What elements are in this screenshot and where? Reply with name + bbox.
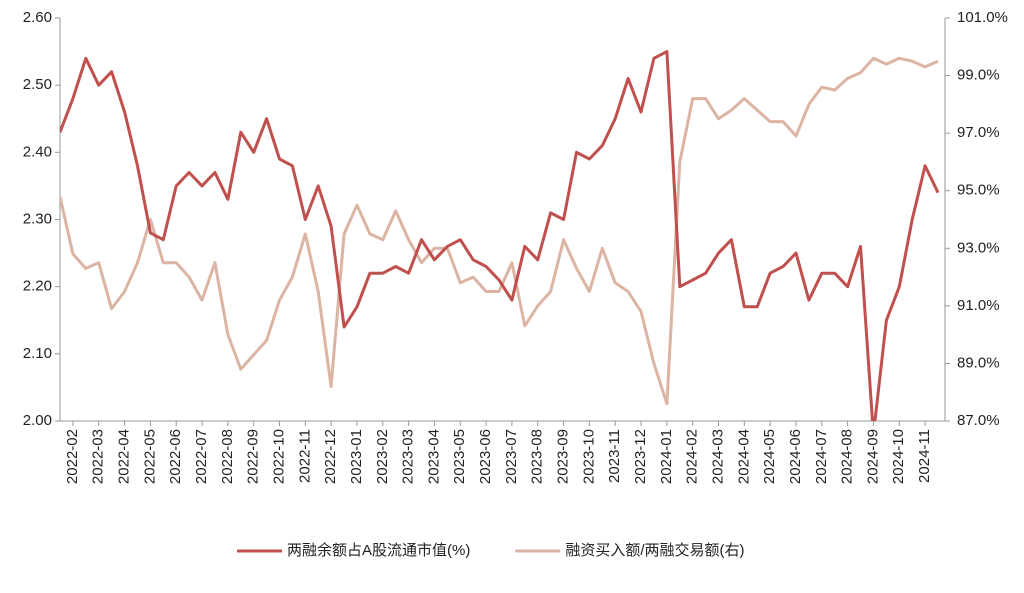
x-tick-label: 2022-04 — [116, 429, 133, 484]
x-tick-label: 2023-05 — [451, 429, 468, 484]
y2-tick-label: 93.0% — [957, 239, 1000, 256]
series-line — [60, 56, 939, 406]
legend-label: 融资买入额/两融交易额(右) — [565, 541, 744, 559]
y-tick-label: 2.10 — [23, 345, 52, 362]
x-tick-label: 2024-06 — [787, 429, 804, 484]
x-tick-label: 2022-08 — [219, 429, 236, 484]
x-tick-label: 2023-01 — [348, 429, 365, 484]
x-tick-label: 2022-05 — [141, 429, 158, 484]
y2-tick-label: 91.0% — [957, 297, 1000, 314]
x-tick-label: 2023-09 — [555, 429, 572, 484]
x-tick-label: 2022-11 — [296, 429, 313, 483]
x-tick-label: 2023-03 — [400, 429, 417, 484]
x-tick-label: 2022-07 — [193, 429, 210, 484]
x-tick-label: 2024-08 — [839, 429, 856, 484]
y-tick-label: 2.40 — [23, 143, 52, 160]
x-tick-label: 2023-10 — [580, 429, 597, 484]
x-tick-label: 2022-02 — [64, 429, 81, 484]
y-tick-label: 2.60 — [23, 9, 52, 26]
y-tick-label: 2.50 — [23, 76, 52, 93]
x-tick-label: 2022-10 — [270, 429, 287, 484]
x-tick-label: 2023-02 — [374, 429, 391, 484]
y2-tick-label: 87.0% — [957, 412, 1000, 429]
y2-tick-label: 95.0% — [957, 182, 1000, 199]
x-tick-label: 2022-06 — [167, 429, 184, 484]
x-tick-label: 2024-10 — [890, 429, 907, 484]
y2-tick-label: 101.0% — [957, 9, 1008, 26]
x-tick-label: 2023-06 — [477, 429, 494, 484]
y2-tick-label: 97.0% — [957, 124, 1000, 141]
x-tick-label: 2023-11 — [606, 429, 623, 483]
y-tick-label: 2.30 — [23, 210, 52, 227]
y-tick-label: 2.20 — [23, 278, 52, 295]
plot-area — [60, 50, 940, 421]
x-tick-label: 2024-01 — [658, 429, 675, 484]
y-tick-label: 2.00 — [23, 412, 52, 429]
x-tick-label: 2023-04 — [425, 429, 442, 484]
x-tick-label: 2024-09 — [864, 429, 881, 484]
x-tick-label: 2024-07 — [813, 429, 830, 484]
x-tick-label: 2022-12 — [322, 429, 339, 484]
x-tick-label: 2024-03 — [709, 429, 726, 484]
y2-tick-label: 89.0% — [957, 354, 1000, 371]
x-tick-label: 2024-11 — [916, 429, 933, 483]
x-tick-label: 2024-05 — [761, 429, 778, 484]
series-line — [60, 50, 940, 421]
x-tick-label: 2023-08 — [529, 429, 546, 484]
legend-label: 两融余额占A股流通市值(%) — [287, 541, 470, 559]
x-tick-label: 2024-02 — [684, 429, 701, 484]
x-tick-label: 2022-09 — [245, 429, 262, 484]
x-tick-label: 2024-04 — [735, 429, 752, 484]
x-tick-label: 2023-07 — [503, 429, 520, 484]
x-tick-label: 2023-12 — [632, 429, 649, 484]
y2-tick-label: 99.0% — [957, 67, 1000, 84]
x-tick-label: 2022-03 — [90, 429, 107, 484]
